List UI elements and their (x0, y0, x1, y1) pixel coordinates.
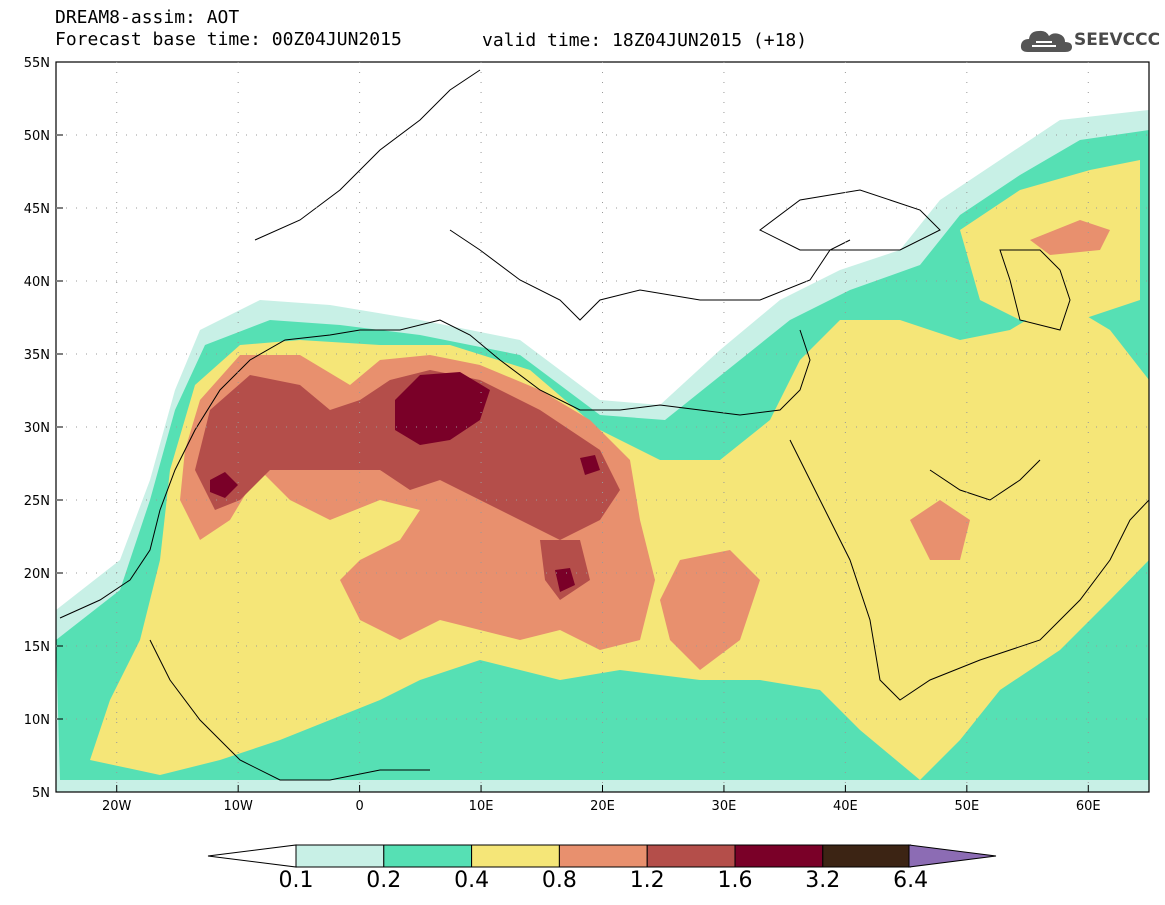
colorbar-label: 0.1 (278, 868, 314, 893)
colorbar (207, 844, 997, 868)
cloud-icon (1020, 30, 1072, 52)
aot-contour-0.8-east (660, 550, 760, 670)
lat-tick-label: 15N (24, 640, 50, 655)
aot-contour-1.6-morocco (210, 472, 238, 498)
colorbar-label: 0.4 (454, 868, 490, 893)
colorbar-label: 0.2 (366, 868, 402, 893)
colorbar-box (383, 844, 473, 868)
lat-tick-label: 35N (24, 348, 50, 363)
lat-tick-label: 5N (32, 786, 50, 801)
lon-tick-label: 20E (590, 799, 615, 814)
colorbar-box (471, 844, 560, 868)
aot-contour-0.8-kazakh (1030, 220, 1110, 255)
lon-tick-label: 20W (102, 799, 132, 814)
aot-contour-0.8-arabia (910, 500, 970, 560)
colorbar-label: 3.2 (805, 868, 841, 893)
axis-ticks: 55N 50N 45N 40N 35N 30N 25N 20N 15N 10N 5N 20W 10W 0 1… (24, 56, 1149, 814)
lat-tick-label: 40N (24, 275, 50, 290)
lat-tick-label: 30N (24, 421, 50, 436)
colorbar-label: 0.8 (541, 868, 577, 893)
aot-contour-1.6-libya (580, 455, 600, 475)
colorbar-box (822, 844, 912, 868)
colorbar-box (295, 844, 385, 868)
lon-tick-label: 10W (223, 799, 253, 814)
colorbar-label: 1.6 (717, 868, 753, 893)
lat-tick-label: 10N (24, 713, 50, 728)
lat-tick-label: 45N (24, 202, 50, 217)
lon-tick-label: 30E (712, 799, 737, 814)
lat-tick-label: 20N (24, 567, 50, 582)
aot-contour-1.6-chad (555, 568, 575, 592)
lon-tick-label: 10E (469, 799, 494, 814)
colorbar-high-arrow (908, 844, 997, 868)
lon-tick-label: 40E (833, 799, 858, 814)
lon-tick-label: 50E (954, 799, 979, 814)
map-title: DREAM8-assim: AOT (55, 7, 240, 28)
lat-tick-label: 50N (24, 129, 50, 144)
coastlines (59, 69, 1149, 781)
colorbar-box (646, 844, 736, 868)
lat-tick-label: 55N (24, 56, 50, 71)
lon-tick-label: 60E (1076, 799, 1101, 814)
colorbar-label: 6.4 (893, 868, 929, 893)
logo-text: SEEVCCC (1074, 30, 1161, 50)
colorbar-low-arrow (207, 844, 297, 868)
colorbar-box (558, 844, 648, 868)
lat-tick-label: 25N (24, 494, 50, 509)
seevccc-logo: SEEVCCC (1016, 24, 1160, 58)
forecast-base-time: Forecast base time: 00Z04JUN2015 (55, 29, 402, 50)
colorbar-label: 1.2 (629, 868, 665, 893)
aot-contour-1.2 (195, 370, 620, 540)
colorbar-box (734, 844, 824, 868)
lon-tick-label: 0 (355, 799, 363, 814)
valid-time: valid time: 18Z04JUN2015 (+18) (482, 30, 808, 51)
